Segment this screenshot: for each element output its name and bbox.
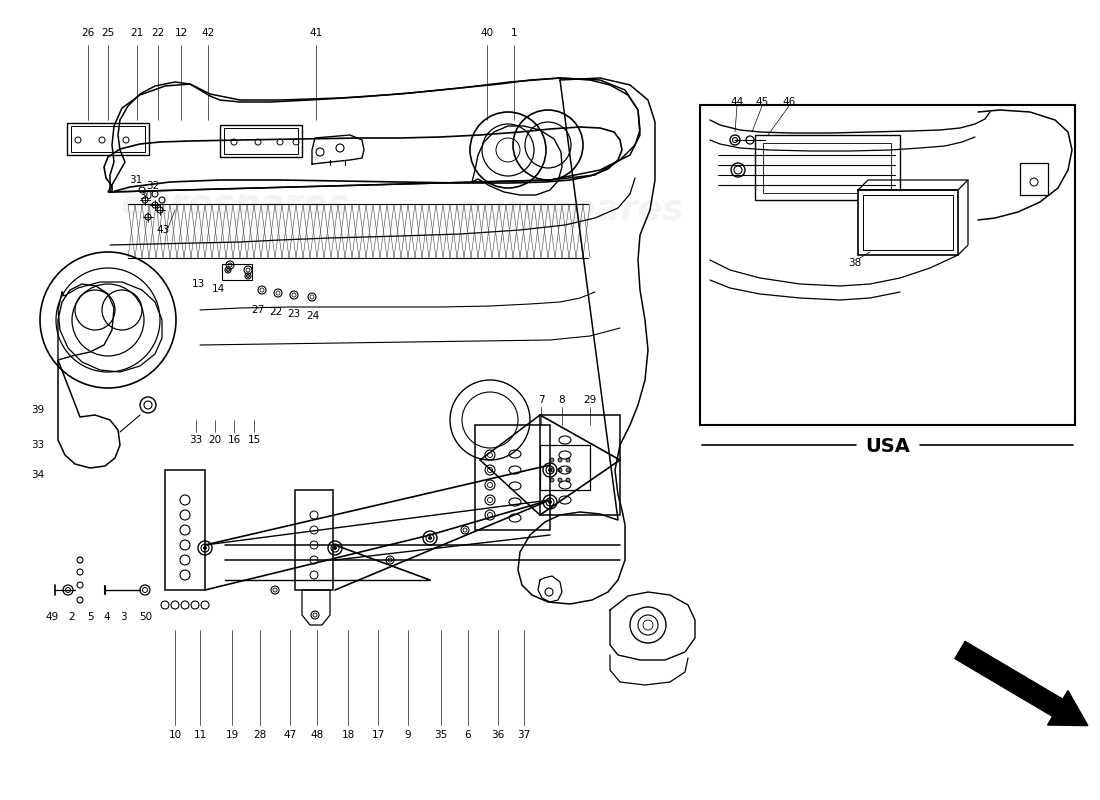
Text: 6: 6 (464, 730, 471, 740)
Bar (475, 425, 550, 530)
Text: 16: 16 (228, 435, 241, 445)
Text: 45: 45 (756, 97, 769, 107)
Text: 23: 23 (287, 309, 300, 319)
Text: 50: 50 (140, 612, 153, 622)
Text: 15: 15 (248, 435, 261, 445)
Text: 35: 35 (434, 730, 448, 740)
Text: 8: 8 (559, 395, 565, 405)
Text: 40: 40 (481, 28, 494, 38)
Circle shape (429, 537, 431, 539)
Bar (220, 125, 302, 157)
Bar (755, 135, 900, 200)
Circle shape (566, 458, 570, 462)
Text: 28: 28 (253, 730, 266, 740)
Circle shape (204, 546, 207, 550)
Circle shape (550, 468, 554, 472)
Circle shape (550, 458, 554, 462)
Text: 46: 46 (782, 97, 795, 107)
Text: eurospares: eurospares (121, 188, 350, 222)
Bar (165, 470, 205, 590)
Text: 20: 20 (208, 435, 221, 445)
Text: 29: 29 (583, 395, 596, 405)
Text: 4: 4 (103, 612, 110, 622)
Text: eurospares: eurospares (455, 193, 684, 227)
Text: 14: 14 (211, 284, 224, 294)
Bar (864, 195, 953, 250)
Text: 47: 47 (284, 730, 297, 740)
Circle shape (558, 478, 562, 482)
Text: 21: 21 (131, 28, 144, 38)
Circle shape (276, 291, 280, 295)
Circle shape (292, 293, 296, 297)
Bar (1020, 163, 1048, 195)
Text: 17: 17 (372, 730, 385, 740)
Text: 22: 22 (152, 28, 165, 38)
Text: 31: 31 (130, 175, 143, 185)
Text: 10: 10 (168, 730, 182, 740)
Text: 32: 32 (146, 181, 160, 191)
Circle shape (549, 501, 551, 503)
Circle shape (566, 468, 570, 472)
Circle shape (566, 478, 570, 482)
Text: 27: 27 (252, 305, 265, 315)
Bar (763, 143, 891, 193)
Bar (295, 490, 333, 590)
Circle shape (333, 546, 337, 550)
Text: 7: 7 (538, 395, 544, 405)
Text: 48: 48 (310, 730, 323, 740)
Bar (222, 264, 252, 280)
Text: 13: 13 (191, 279, 205, 289)
Text: 49: 49 (45, 612, 58, 622)
Text: 26: 26 (81, 28, 95, 38)
Text: 12: 12 (175, 28, 188, 38)
Circle shape (260, 288, 264, 292)
Text: 39: 39 (32, 405, 45, 415)
Text: 37: 37 (517, 730, 530, 740)
Bar (72, 126, 145, 152)
Text: 44: 44 (730, 97, 744, 107)
Bar (67, 123, 148, 155)
Text: 25: 25 (101, 28, 114, 38)
Text: 36: 36 (492, 730, 505, 740)
Text: 1: 1 (510, 28, 517, 38)
Text: USA: USA (865, 438, 910, 457)
Text: 22: 22 (270, 307, 283, 317)
Text: 9: 9 (405, 730, 411, 740)
FancyArrow shape (955, 642, 1088, 726)
Circle shape (227, 269, 230, 271)
Text: 43: 43 (156, 225, 169, 235)
Circle shape (558, 458, 562, 462)
Text: 34: 34 (32, 470, 45, 480)
Circle shape (550, 478, 554, 482)
Text: 33: 33 (32, 440, 45, 450)
Text: 18: 18 (341, 730, 354, 740)
Circle shape (549, 469, 551, 471)
Text: 33: 33 (189, 435, 202, 445)
Text: 5: 5 (87, 612, 94, 622)
Text: 19: 19 (226, 730, 239, 740)
Circle shape (246, 274, 250, 278)
Text: 41: 41 (309, 28, 322, 38)
Circle shape (310, 295, 314, 299)
Bar (224, 128, 298, 154)
Bar (540, 445, 590, 490)
Text: 42: 42 (201, 28, 214, 38)
Text: eurospares: eurospares (782, 386, 958, 414)
Text: 38: 38 (848, 258, 861, 268)
Bar (700, 105, 1075, 425)
Text: 2: 2 (68, 612, 75, 622)
Circle shape (558, 468, 562, 472)
Text: 11: 11 (194, 730, 207, 740)
Bar (540, 415, 620, 515)
Bar (858, 190, 958, 255)
Text: 3: 3 (120, 612, 127, 622)
Text: 24: 24 (307, 311, 320, 321)
Text: 30: 30 (140, 191, 153, 201)
